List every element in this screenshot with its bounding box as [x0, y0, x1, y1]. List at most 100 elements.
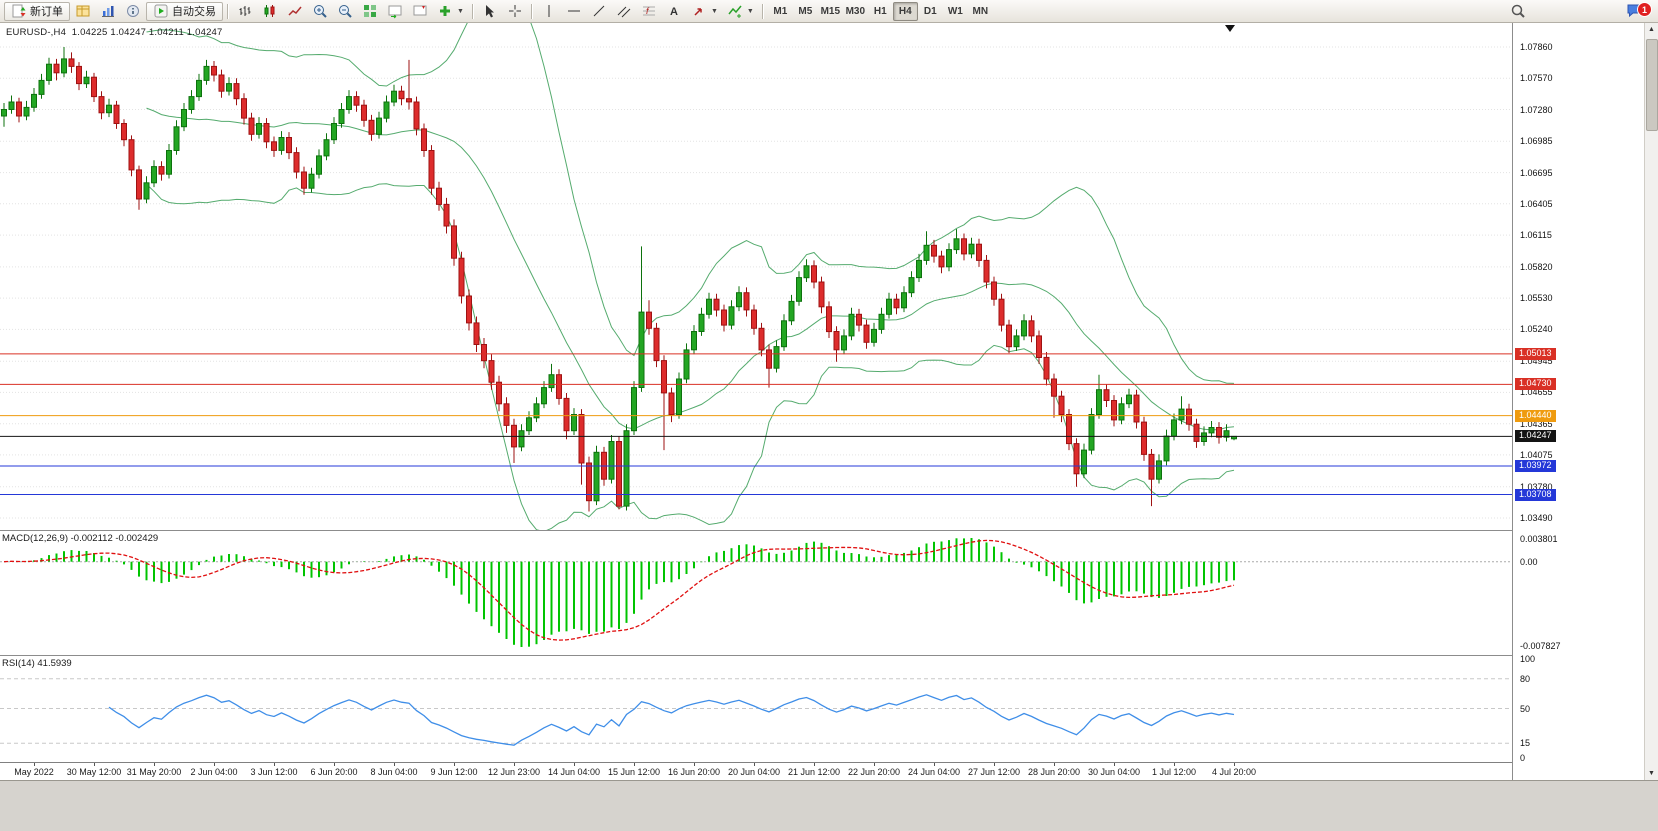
svg-text:A: A	[670, 6, 678, 18]
chart-symbol-timeframe: EURUSD-,H4	[6, 27, 67, 38]
timeframe-h4-button[interactable]: H4	[892, 1, 918, 21]
timeframe-w1-button[interactable]: W1	[943, 2, 968, 21]
fibonacci-button[interactable]: f	[637, 2, 661, 21]
time-tick	[1114, 763, 1115, 766]
timeframe-mn-button[interactable]: MN	[968, 2, 993, 21]
time-label: 31 May 20:00	[126, 767, 182, 777]
text-icon: A	[666, 3, 682, 19]
search-button[interactable]	[1506, 2, 1530, 21]
cursor-icon	[482, 3, 498, 19]
chart-shift-marker[interactable]	[1225, 25, 1235, 32]
timeframe-m1-button[interactable]: M1	[768, 2, 793, 21]
timeframe-m15-button[interactable]: M15	[818, 2, 843, 21]
text-button[interactable]: A	[662, 2, 686, 21]
tile-windows-icon	[362, 3, 378, 19]
vertical-line-button[interactable]	[537, 2, 561, 21]
bars-chart-type-button[interactable]	[233, 2, 257, 21]
time-tick	[34, 763, 35, 766]
time-tick	[1174, 763, 1175, 766]
time-label: 20 Jun 04:00	[727, 767, 781, 777]
charts-button[interactable]	[96, 2, 120, 21]
zoom-in-button[interactable]	[308, 2, 332, 21]
time-label: 30 May 12:00	[66, 767, 122, 777]
rsi-indicator-label: RSI(14) 41.5939	[2, 658, 72, 669]
toolbar-separator	[471, 3, 474, 19]
crosshair-button[interactable]	[503, 2, 527, 21]
indicators-icon	[727, 3, 743, 19]
arrow-objects-button[interactable]: ▼	[687, 2, 722, 21]
line-chart-type-button[interactable]	[283, 2, 307, 21]
time-tick	[274, 763, 275, 766]
rsi-axis-label: 100	[1520, 654, 1536, 664]
time-label: 24 Jun 04:00	[907, 767, 961, 777]
timeframe-m5-button[interactable]: M5	[793, 2, 818, 21]
time-tick	[214, 763, 215, 766]
time-label: 1 Jul 12:00	[1151, 767, 1197, 777]
notification-count-badge: 1	[1637, 2, 1652, 17]
scroll-up-arrow-icon[interactable]: ▲	[1648, 26, 1655, 33]
vertical-scrollbar[interactable]: ▲ ▼	[1644, 23, 1658, 780]
rsi-name: RSI(14)	[2, 658, 35, 669]
price-tick-label: 1.07280	[1520, 104, 1553, 115]
time-label: 3 Jun 12:00	[250, 767, 298, 777]
price-tick-label: 1.07860	[1520, 42, 1553, 52]
price-tick-label: 1.04075	[1520, 449, 1553, 460]
time-tick	[874, 763, 875, 766]
crosshair-icon	[507, 3, 523, 19]
macd-chart[interactable]	[0, 530, 1512, 655]
price-level-badge: 1.05013	[1515, 347, 1556, 360]
chevron-down-icon: ▼	[457, 7, 464, 15]
toolbar-separator	[530, 3, 533, 19]
price-tick-label: 1.04655	[1520, 387, 1553, 398]
indicators-button[interactable]: ▼	[723, 2, 758, 21]
macd-axis-label: -0.007827	[1520, 641, 1561, 651]
scroll-down-arrow-icon[interactable]: ▼	[1648, 770, 1655, 777]
market-watch-icon	[75, 3, 91, 19]
auto-scroll-button[interactable]	[383, 2, 407, 21]
bar-chart-icon	[100, 3, 116, 19]
chart-header: EURUSD-,H4 1.04225 1.04247 1.04211 1.042…	[6, 27, 223, 38]
notifications-button[interactable]: 1	[1626, 2, 1652, 20]
timeframe-h1-button[interactable]: H1	[868, 2, 893, 21]
arrow-object-icon	[691, 3, 707, 19]
price-tick-label: 1.05820	[1520, 261, 1553, 272]
rsi-axis-label: 0	[1520, 753, 1526, 763]
time-label: 16 Jun 20:00	[667, 767, 721, 777]
candlestick-chart-type-button[interactable]	[258, 2, 282, 21]
macd-name: MACD(12,26,9)	[2, 533, 68, 544]
time-tick	[154, 763, 155, 766]
toolbar-separator	[761, 3, 764, 19]
new-object-button[interactable]: ▼	[433, 2, 468, 21]
price-chart[interactable]	[0, 23, 1512, 530]
price-tick-label: 1.06115	[1520, 230, 1552, 241]
timeframe-m30-button[interactable]: M30	[843, 2, 868, 21]
time-label: 4 Jul 20:00	[1211, 767, 1257, 777]
chart-shift-button[interactable]	[408, 2, 432, 21]
horizontal-line-icon	[566, 3, 582, 19]
cursor-button[interactable]	[478, 2, 502, 21]
channel-icon	[616, 3, 632, 19]
trendline-button[interactable]	[587, 2, 611, 21]
new-order-button[interactable]: 新订单	[4, 1, 70, 21]
time-tick	[1234, 763, 1235, 766]
market-watch-button[interactable]	[71, 2, 95, 21]
horizontal-line-button[interactable]	[562, 2, 586, 21]
timeframe-d1-button[interactable]: D1	[918, 2, 943, 21]
rsi-chart[interactable]	[0, 655, 1512, 762]
data-window-button[interactable]	[121, 2, 145, 21]
time-label: 12 Jun 23:00	[487, 767, 541, 777]
auto-trading-button[interactable]: 自动交易	[146, 1, 223, 21]
zoom-out-button[interactable]	[333, 2, 357, 21]
tile-windows-button[interactable]	[358, 2, 382, 21]
info-circle-icon	[125, 3, 141, 19]
pane-divider[interactable]	[0, 530, 1645, 531]
price-level-badge: 1.03972	[1515, 460, 1556, 473]
time-axis[interactable]: May 2022 30 May 12:00 31 May 20:00 2 Jun 04…	[0, 762, 1645, 781]
price-axis[interactable]: 1.07860 1.07570 1.07280 1.06985 1.06695 1.064…	[1512, 23, 1646, 780]
vertical-line-icon	[541, 3, 557, 19]
channel-button[interactable]	[612, 2, 636, 21]
scrollbar-thumb[interactable]	[1646, 39, 1658, 131]
price-tick-label: 1.03780	[1520, 481, 1553, 492]
pane-divider[interactable]	[0, 655, 1645, 656]
time-label: 6 Jun 20:00	[310, 767, 358, 777]
